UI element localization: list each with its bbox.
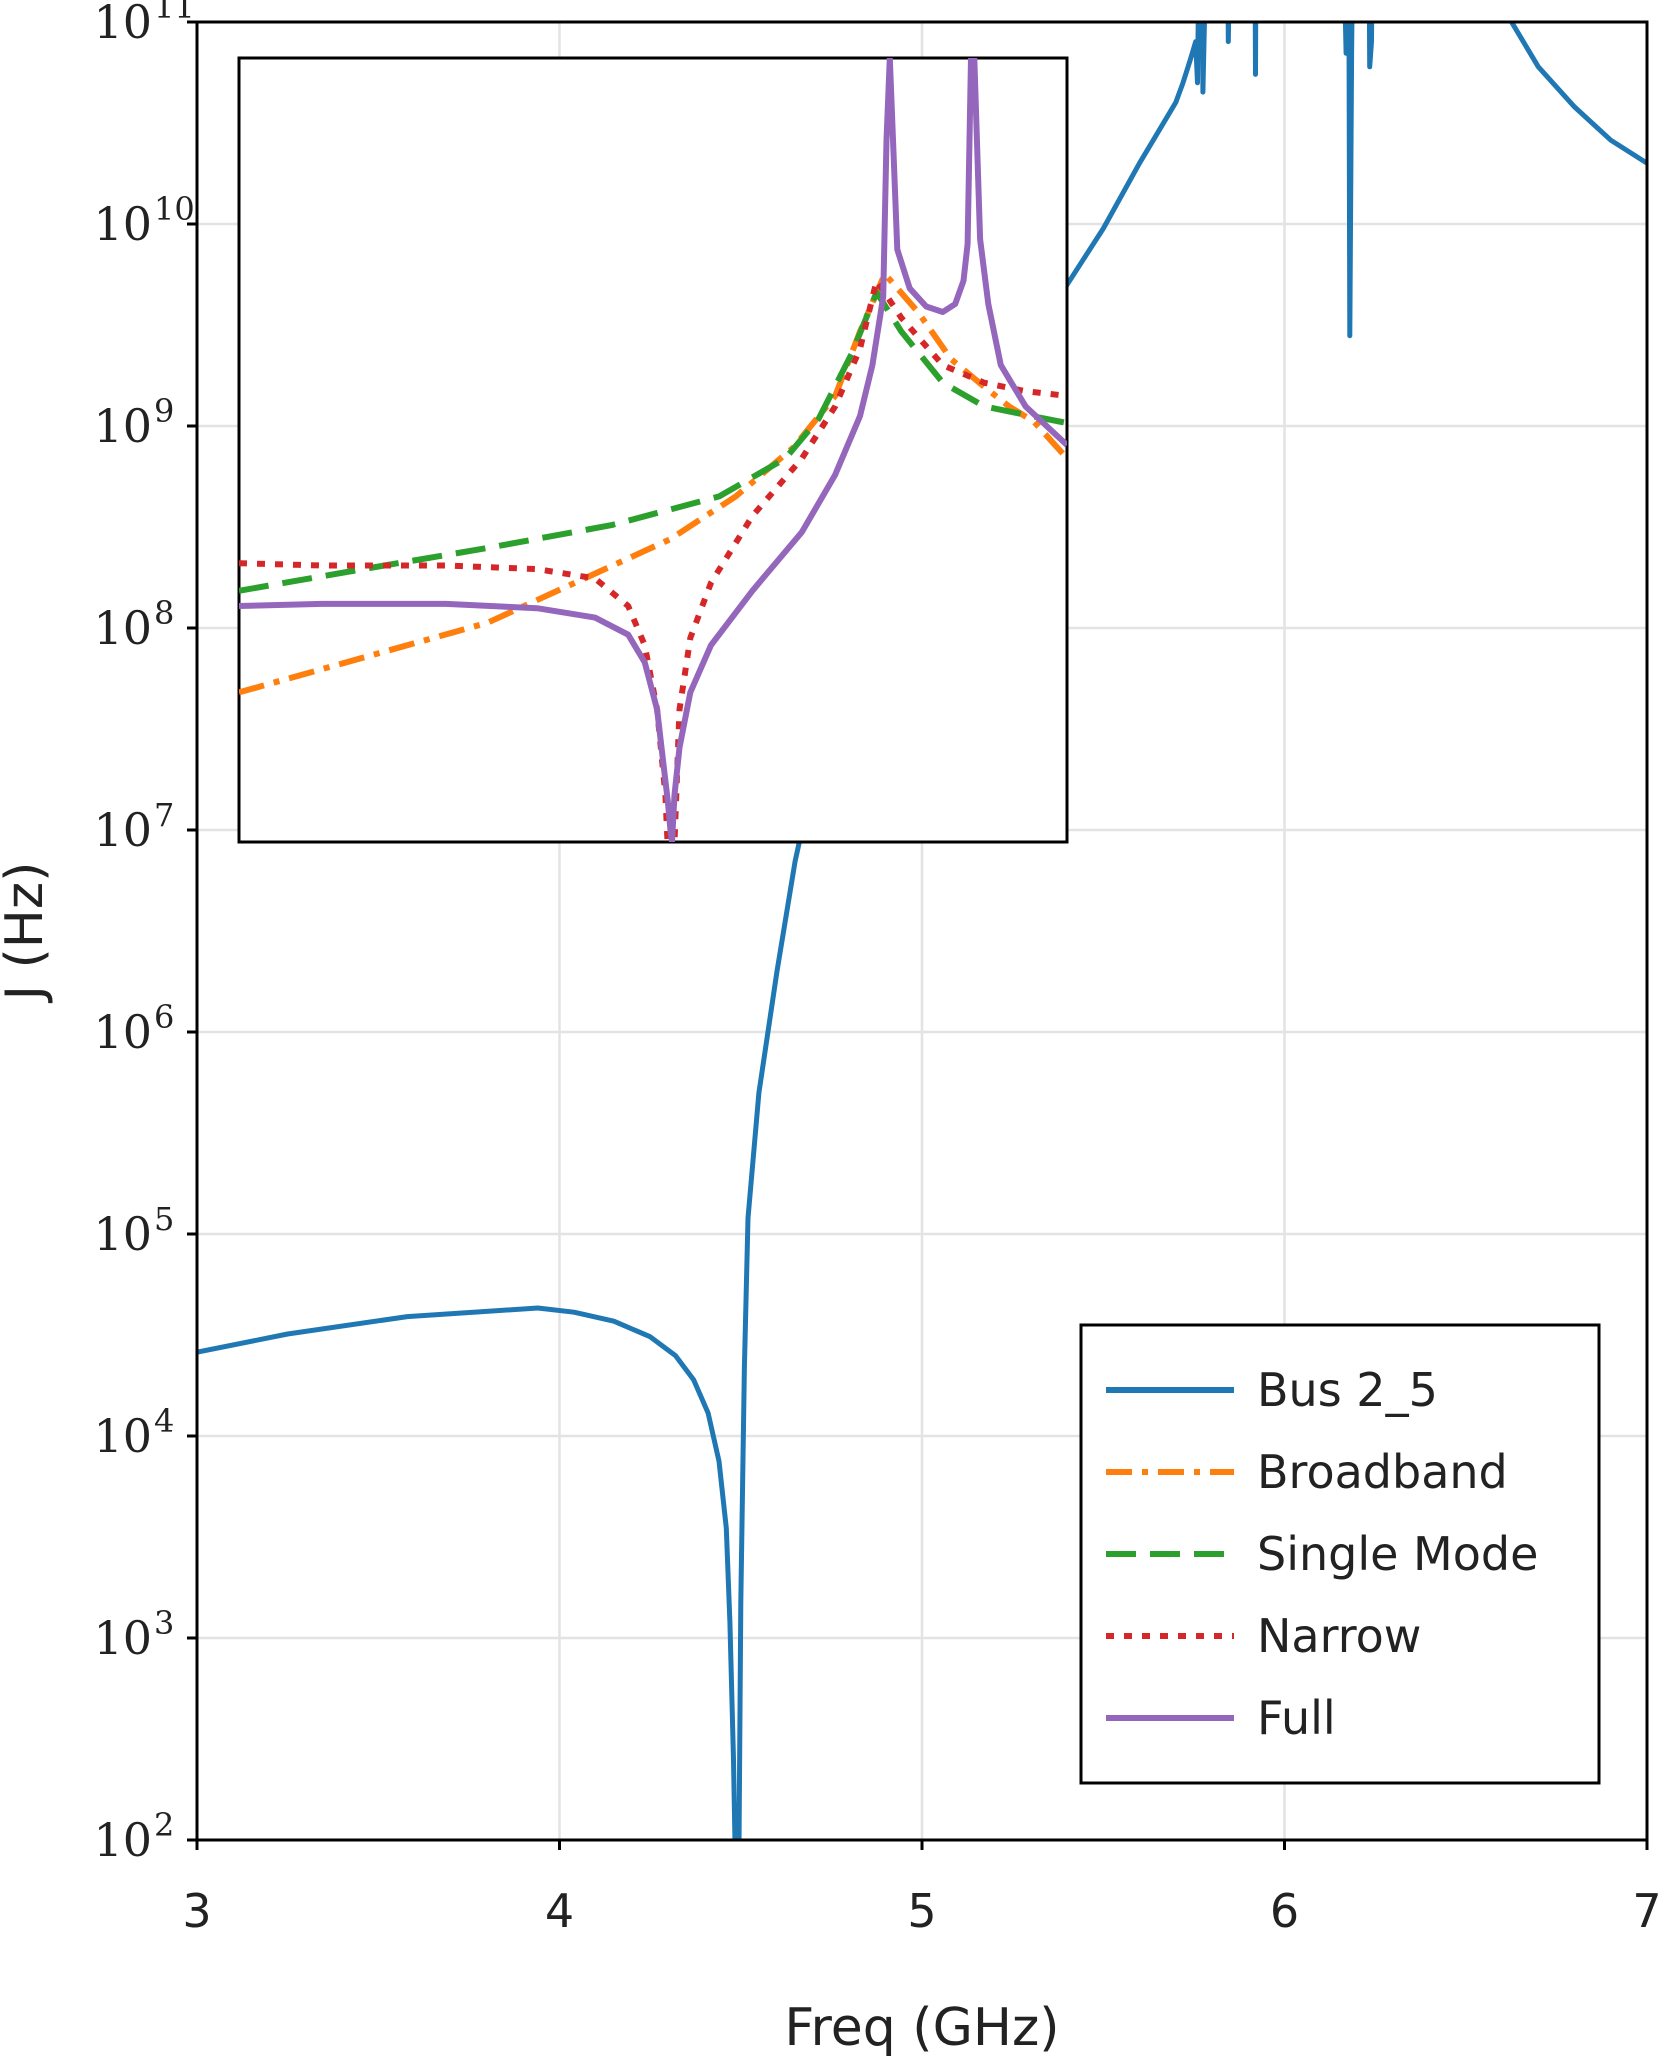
- y-tick-exponent: 7: [154, 796, 174, 834]
- x-tick-label: 4: [545, 1884, 574, 1938]
- x-axis-ticks: 3 4 5 6 7: [182, 1840, 1659, 1938]
- x-axis-label: Freq (GHz): [784, 1998, 1059, 2058]
- y-tick-base: 10: [93, 0, 152, 49]
- y-tick-label: 10: [93, 1611, 152, 1665]
- y-tick-base: 10: [93, 197, 152, 251]
- y-tick-exponent: 9: [154, 392, 174, 430]
- x-tick-label: 3: [182, 1884, 211, 1938]
- legend-frame: [1079, 1323, 1601, 1785]
- y-tick-base: 10: [93, 601, 152, 655]
- y-tick-label: 10: [93, 399, 152, 453]
- y-tick-exponent: 4: [154, 1402, 174, 1440]
- y-tick-label: 10: [93, 1005, 152, 1059]
- y-tick-label: 10: [93, 0, 152, 49]
- y-tick-label: 10: [93, 1409, 152, 1463]
- inset-series-full: [239, 58, 1067, 842]
- legend-label-broadband: Broadband: [1257, 1445, 1508, 1499]
- y-tick-label: 10: [93, 197, 152, 251]
- x-tick-label: 6: [1270, 1884, 1299, 1938]
- legend-label-single-mode: Single Mode: [1257, 1527, 1538, 1581]
- inset-series-single-mode: [239, 289, 1067, 594]
- y-tick-exponent: 5: [154, 1200, 174, 1238]
- inset-series-broadband: [239, 270, 1067, 696]
- y-tick-exponent: 8: [154, 594, 174, 632]
- x-tick-label: 5: [907, 1884, 936, 1938]
- legend-label-narrow: Narrow: [1257, 1609, 1421, 1663]
- legend-label-bus-2-5: Bus 2_5: [1257, 1363, 1438, 1417]
- y-tick-base: 10: [93, 1207, 152, 1261]
- y-tick-label: 10: [93, 601, 152, 655]
- inset-plot-area: [239, 58, 1067, 842]
- legend: Bus 2_5 Broadband Single Mode Narrow Full: [1079, 1323, 1601, 1785]
- y-tick-label: 10: [93, 1813, 152, 1867]
- y-tick-exponent: 10: [154, 190, 195, 228]
- y-tick-exponent: 3: [154, 1604, 174, 1642]
- inset-series-narrow: [239, 277, 1067, 842]
- legend-label-full: Full: [1257, 1691, 1336, 1745]
- y-tick-base: 10: [93, 1409, 152, 1463]
- y-tick-base: 10: [93, 1813, 152, 1867]
- x-tick-label: 7: [1632, 1884, 1659, 1938]
- y-tick-base: 10: [93, 1005, 152, 1059]
- y-axis-label: J (Hz): [0, 862, 55, 1004]
- series-line-bus-2-5: [197, 22, 1647, 1840]
- y-tick-exponent: 11: [154, 0, 195, 26]
- y-tick-base: 10: [93, 1611, 152, 1665]
- y-tick-label: 10: [93, 1207, 152, 1261]
- y-tick-base: 10: [93, 399, 152, 453]
- y-tick-exponent: 6: [154, 998, 174, 1036]
- inset-frame: [237, 56, 1069, 844]
- y-tick-base: 10: [93, 803, 152, 857]
- main-plot-area: [197, 22, 1647, 1840]
- y-tick-label: 10: [93, 803, 152, 857]
- y-tick-exponent: 2: [154, 1806, 174, 1844]
